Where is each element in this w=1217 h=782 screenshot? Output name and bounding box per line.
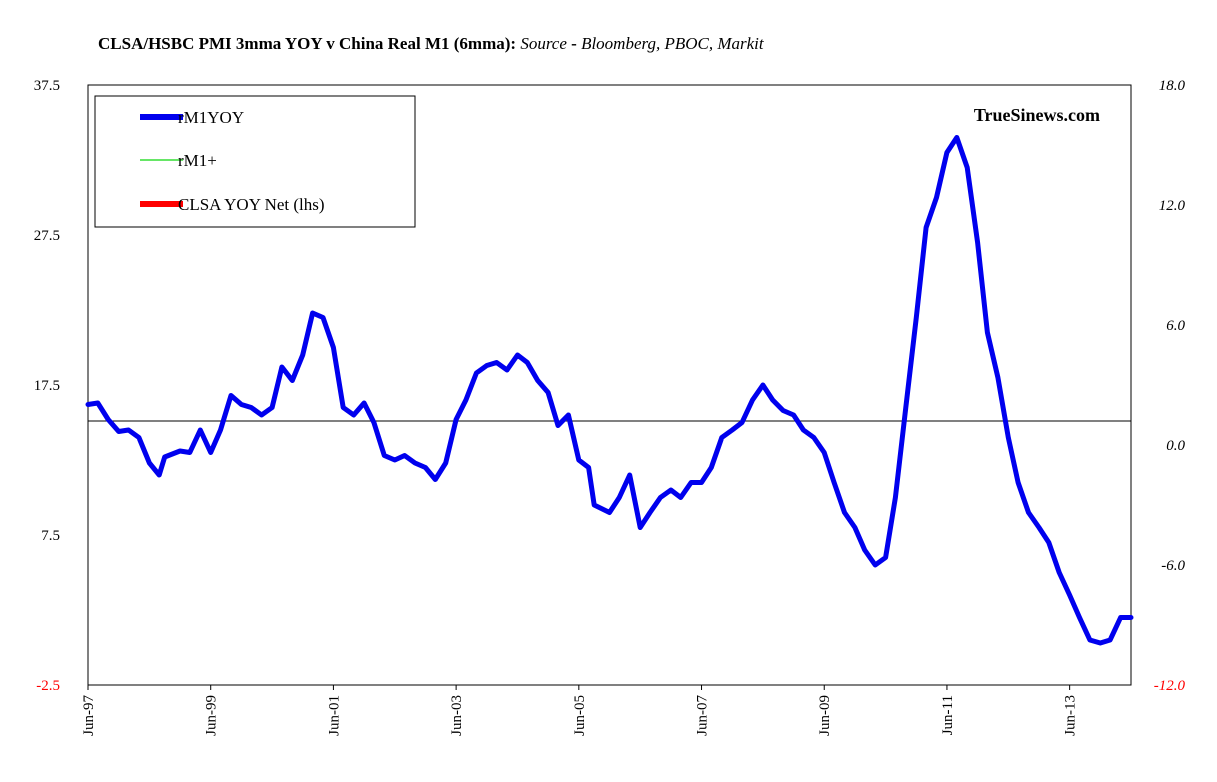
x-tick-label: Jun-09 xyxy=(817,695,833,736)
left-tick-label: 7.5 xyxy=(41,528,60,544)
x-tick-label: Jun-03 xyxy=(449,695,465,736)
x-tick-label: Jun-05 xyxy=(572,695,588,736)
right-tick-label: 6.0 xyxy=(1166,318,1185,334)
legend: rM1YOY rM1+ CLSA YOY Net (lhs) xyxy=(94,95,416,228)
plot-area-frame xyxy=(87,84,1132,686)
left-tick-label: 17.5 xyxy=(34,378,60,394)
source-list: Bloomberg, PBOC, Markit xyxy=(581,34,764,53)
left-tick-label: 27.5 xyxy=(34,228,60,244)
legend-label-rm1plus: rM1+ xyxy=(178,151,217,170)
left-tick-label: -2.5 xyxy=(36,678,60,694)
watermark: TrueSinews.com xyxy=(974,105,1100,125)
right-tick-label: -6.0 xyxy=(1161,558,1185,574)
x-tick-label: Jun-07 xyxy=(695,695,711,736)
source-label: Source xyxy=(520,34,567,53)
source-dash: - xyxy=(571,34,577,53)
legend-label-clsa: CLSA YOY Net (lhs) xyxy=(178,195,325,214)
right-tick-label: 18.0 xyxy=(1159,78,1186,94)
left-tick-label: 37.5 xyxy=(34,78,60,94)
legend-label-rm1yoy: rM1YOY xyxy=(178,108,244,127)
series-layer xyxy=(85,135,1134,646)
chart-title: CLSA/HSBC PMI 3mma YOY v China Real M1 (… xyxy=(98,34,764,54)
left-axis: 37.5 27.5 17.5 7.5 -2.5 xyxy=(34,78,60,694)
x-tick-label: Jun-13 xyxy=(1063,695,1079,736)
right-tick-label: -12.0 xyxy=(1154,678,1186,694)
x-tick-label: Jun-97 xyxy=(81,695,97,736)
right-tick-label: 0.0 xyxy=(1166,438,1185,454)
x-tick-label: Jun-11 xyxy=(940,695,956,735)
series-rm1yoy-line xyxy=(85,135,1134,646)
right-axis: 18.0 12.0 6.0 0.0 -6.0 -12.0 xyxy=(1154,78,1186,694)
x-axis: Jun-97 Jun-99 Jun-01 Jun-03 Jun-05 Jun-07 Jun-… xyxy=(81,685,1079,736)
chart-title-main: CLSA/HSBC PMI 3mma YOY v China Real M1 (… xyxy=(98,34,517,53)
x-tick-label: Jun-01 xyxy=(326,695,342,736)
x-tick-label: Jun-99 xyxy=(204,695,220,736)
right-tick-label: 12.0 xyxy=(1159,198,1186,214)
